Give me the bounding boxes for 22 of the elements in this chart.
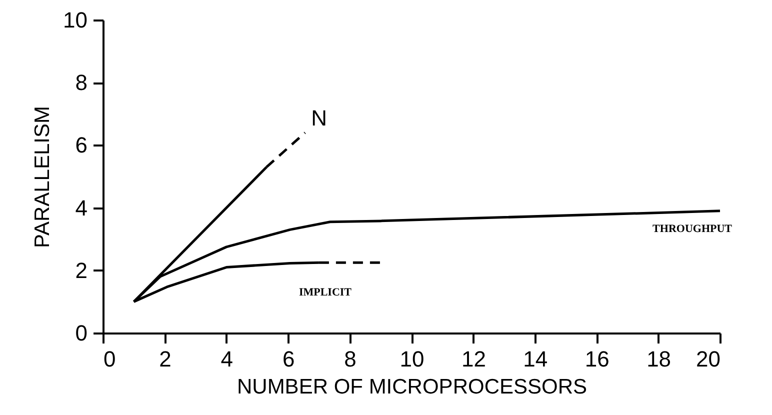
x-tick-label: 14 — [523, 346, 548, 372]
x-tick-label: 10 — [400, 346, 424, 372]
y-axis-title: PARALLELISM — [31, 106, 54, 248]
x-tick-label: 12 — [461, 346, 486, 372]
y-tick-label: 0 — [75, 320, 88, 346]
y-tick-label: 4 — [75, 195, 88, 220]
x-tick-label: 6 — [282, 346, 295, 372]
x-tick-label: 20 — [696, 346, 720, 372]
x-tick-label: 2 — [159, 346, 172, 372]
y-tick-label: 6 — [75, 132, 88, 158]
series-label: THROUGHPUT — [652, 222, 733, 235]
y-tick-label: 2 — [75, 258, 88, 283]
x-tick-label: 4 — [220, 346, 234, 372]
text: IMPLICIT — [298, 286, 352, 299]
x-tick-label: 8 — [344, 346, 356, 372]
y-tick-label: 10 — [63, 8, 88, 32]
y-tick-label: 8 — [75, 70, 88, 96]
text: N — [311, 106, 327, 131]
x-tick-label: 18 — [646, 346, 672, 372]
x-tick-label: 0 — [104, 346, 116, 372]
x-axis-title: NUMBER OF MICROPROCESSORS — [236, 376, 588, 398]
x-tick-label: 16 — [584, 346, 610, 372]
